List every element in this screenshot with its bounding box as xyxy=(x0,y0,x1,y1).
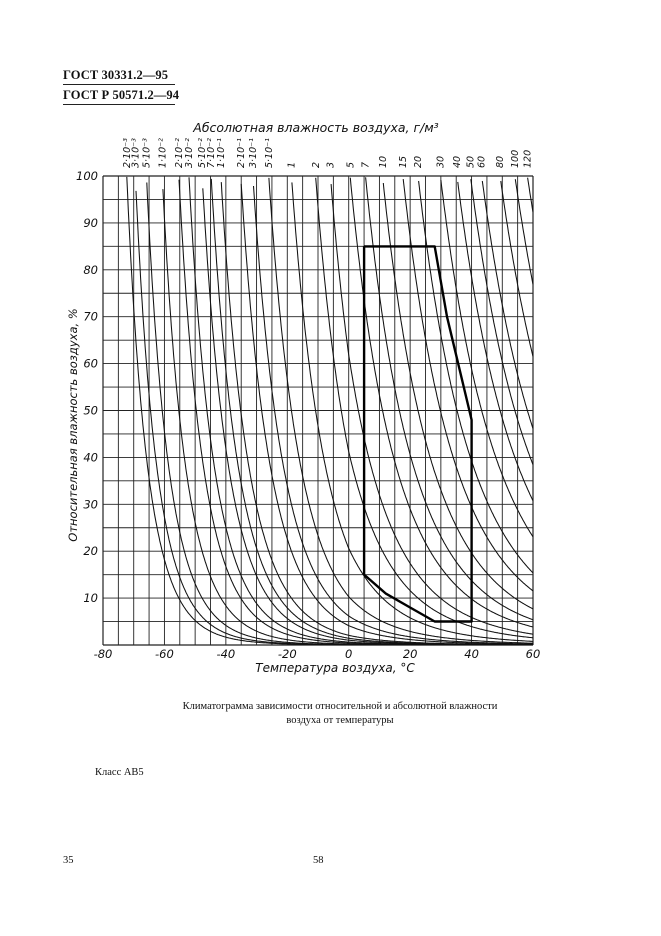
curve-label: 20 xyxy=(413,156,424,168)
curve-label: 15 xyxy=(398,156,409,168)
x-tick-label: 0 xyxy=(345,647,352,661)
curve-label: 30 xyxy=(436,156,447,168)
curve-label: 3·10⁻³ xyxy=(131,138,142,168)
humidity-curve xyxy=(402,179,534,592)
curve-label: 3·10⁻² xyxy=(184,138,195,168)
humidity-curve xyxy=(382,182,534,610)
curve-label: 50 xyxy=(466,156,477,168)
humidity-curve xyxy=(220,182,533,646)
y-tick-label: 80 xyxy=(83,263,98,277)
humidity-curve xyxy=(481,180,534,429)
chart-grid xyxy=(102,175,534,646)
y-tick-label: 10 xyxy=(83,591,98,605)
curve-label: 2·10⁻² xyxy=(174,138,185,168)
standard-number-2: ГОСТ Р 50571.2—94 xyxy=(63,88,180,102)
class-label: Класс АВ5 xyxy=(95,767,144,778)
y-tick-label: 50 xyxy=(83,404,98,418)
curve-label: 5·10⁻¹ xyxy=(264,138,275,168)
class-region xyxy=(362,245,473,623)
climatogram-chart: Абсолютная влажность воздуха, г/м³ 2·10⁻… xyxy=(66,120,541,675)
humidity-curve xyxy=(440,180,534,538)
y-tick-label: 100 xyxy=(76,169,98,183)
curve-label: 1·10⁻² xyxy=(157,138,168,168)
humidity-curve xyxy=(500,180,534,357)
curve-label: 120 xyxy=(522,150,533,168)
curve-label: 1·10⁻¹ xyxy=(216,138,227,168)
page-number: 58 xyxy=(313,855,324,866)
humidity-curve xyxy=(470,179,534,465)
x-tick-label: 40 xyxy=(464,647,479,661)
curve-label: 1 xyxy=(287,162,298,168)
humidity-curve xyxy=(178,179,533,646)
humidity-curve xyxy=(349,177,534,628)
curve-label: 2·10⁻¹ xyxy=(236,138,247,168)
curve-label: 5 xyxy=(345,162,356,168)
curve-label: 5·10⁻² xyxy=(197,138,208,168)
header-rule-2 xyxy=(63,104,175,105)
curve-label: 40 xyxy=(452,156,463,168)
humidity-curve xyxy=(418,180,534,574)
y-tick-labels: 10 20 30 40 50 60 70 80 90 100 xyxy=(76,169,98,605)
humidity-curve xyxy=(252,185,533,645)
curve-label: 2·10⁻³ xyxy=(122,138,133,168)
x-tick-label: -80 xyxy=(94,647,113,661)
y-tick-label: 90 xyxy=(83,216,98,230)
x-tick-label: -60 xyxy=(155,647,174,661)
y-tick-label: 20 xyxy=(83,544,98,558)
caption-line-2: воздуха от температуры xyxy=(286,715,394,726)
humidity-curve xyxy=(457,181,534,501)
footer-left-number: 35 xyxy=(63,855,74,866)
curve-label: 60 xyxy=(477,156,488,168)
y-tick-label: 70 xyxy=(83,310,98,324)
y-tick-label: 60 xyxy=(83,357,98,371)
humidity-curve xyxy=(514,179,534,285)
humidity-curve xyxy=(146,182,533,646)
humidity-curve xyxy=(268,177,533,644)
y-tick-label: 30 xyxy=(83,497,98,511)
curve-label: 10 xyxy=(378,156,389,168)
curve-label: 5·10⁻³ xyxy=(142,138,153,168)
header-rule-1 xyxy=(63,84,175,85)
chart-title: Абсолютная влажность воздуха, г/м³ xyxy=(192,120,438,135)
curve-label: 100 xyxy=(510,150,521,168)
figure-caption: Климатограмма зависимости относительной … xyxy=(130,700,550,728)
curve-label: 7·10⁻² xyxy=(206,138,217,168)
curve-label: 7 xyxy=(361,162,372,168)
humidity-curve xyxy=(527,177,534,213)
x-tick-label: -40 xyxy=(216,647,235,661)
curve-label: 3·10⁻¹ xyxy=(248,138,259,168)
humidity-curve xyxy=(162,189,533,646)
curve-label: 80 xyxy=(495,156,506,168)
caption-line-1: Климатограмма зависимости относительной … xyxy=(182,701,498,712)
humidity-curve xyxy=(365,177,534,621)
x-tick-label: 20 xyxy=(403,647,418,661)
y-tick-label: 40 xyxy=(83,450,98,464)
humidity-curve xyxy=(315,177,534,639)
standard-number-1: ГОСТ 30331.2—95 xyxy=(63,68,169,82)
humidity-curve xyxy=(240,183,533,645)
x-axis-label: Температура воздуха, °C xyxy=(255,661,415,675)
curve-label: 2 xyxy=(311,162,322,168)
y-axis-label: Относительная влажность воздуха, % xyxy=(66,308,80,541)
x-tick-label: -20 xyxy=(278,647,297,661)
x-tick-label: 60 xyxy=(526,647,541,661)
x-tick-labels: -80 -60 -40 -20 0 20 40 60 xyxy=(94,647,541,661)
curve-labels: 2·10⁻³3·10⁻³ 5·10⁻³ 1·10⁻² 2·10⁻² 3·10⁻² 5·10… xyxy=(122,138,534,168)
humidity-curve xyxy=(291,182,533,642)
class-region-outline xyxy=(362,245,473,623)
curve-label: 3 xyxy=(326,162,337,168)
